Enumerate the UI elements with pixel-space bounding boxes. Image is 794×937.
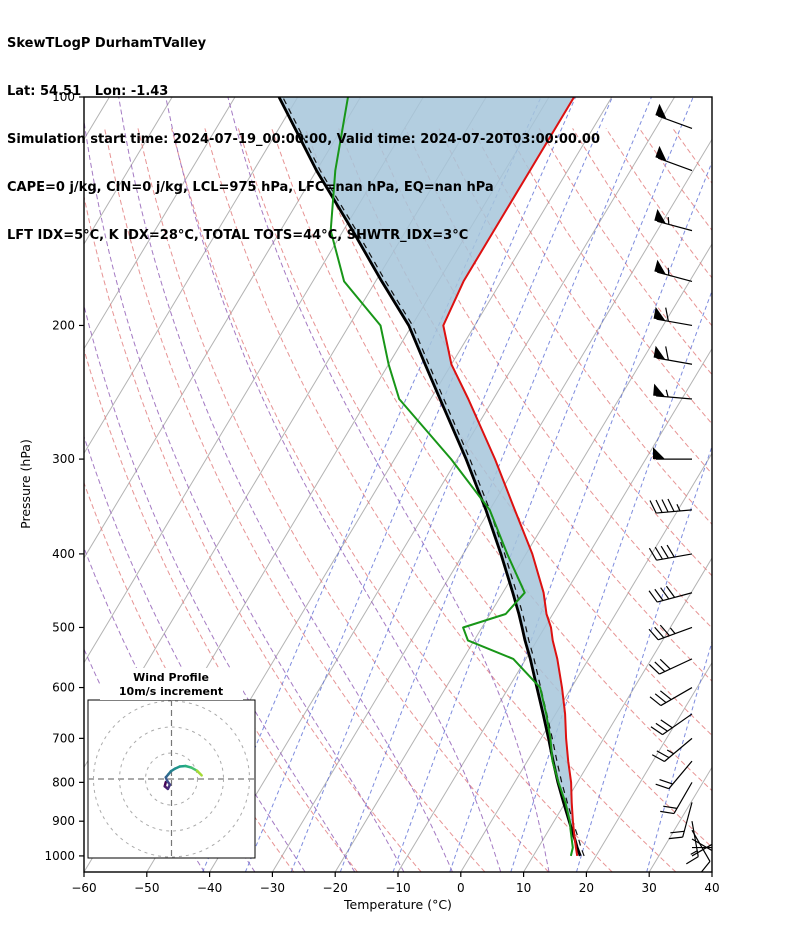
x-tick-label: 40: [704, 881, 719, 895]
wind-barb: [648, 544, 693, 561]
wind-barb: [648, 658, 693, 675]
wind-barb: [692, 846, 712, 849]
axes: −60 −50 −40 −30 −20 −10 0 10 20 30 40 100 200 300 400 5…: [44, 90, 719, 895]
wind-barb: [649, 687, 693, 707]
wind-barb: [660, 782, 693, 815]
wind-barb: [655, 145, 693, 172]
mixing-ratio-lines: [202, 97, 712, 872]
chart-title: SkewTLogP DurhamTValley: [7, 36, 207, 51]
y-tick-label: 800: [52, 775, 75, 789]
y-tick-label: 200: [52, 318, 75, 332]
wind-barb: [653, 383, 693, 400]
x-tick-label: −60: [71, 881, 96, 895]
skewt-background-lines: [84, 97, 712, 872]
x-tick-label: 10: [516, 881, 531, 895]
x-tick-label: −40: [197, 881, 222, 895]
wind-barb: [655, 103, 693, 129]
wind-barb: [653, 345, 693, 365]
hodograph-subtitle: 10m/s increment: [119, 685, 223, 698]
wind-barb: [648, 585, 693, 603]
wind-barb: [653, 306, 693, 327]
y-tick-label: 100: [52, 90, 75, 104]
dewpoint-curve: [329, 97, 574, 857]
sounding-curves: [277, 97, 585, 857]
wind-barb: [654, 208, 693, 232]
x-tick-label: −30: [260, 881, 285, 895]
wind-barb: [651, 737, 693, 763]
wind-barb-column: [648, 103, 712, 872]
x-tick-label: 30: [642, 881, 657, 895]
wind-barb: [654, 259, 693, 283]
hodograph-title-bg: [100, 668, 243, 700]
wind-barb: [650, 713, 693, 736]
wind-barb: [686, 821, 699, 865]
wind-barb: [668, 802, 693, 840]
y-tick-label: 700: [52, 731, 75, 745]
x-tick-label: −50: [134, 881, 159, 895]
x-tick-label: −10: [385, 881, 410, 895]
chart-indices-1: CAPE=0 j/kg, CIN=0 j/kg, LCL=975 hPa, LF…: [7, 180, 494, 195]
y-tick-label: 400: [52, 547, 75, 561]
y-tick-label: 300: [52, 452, 75, 466]
wind-barb: [653, 447, 692, 460]
y-tick-label: 500: [52, 620, 75, 634]
y-axis-title: Pressure (hPa): [18, 439, 33, 529]
x-tick-label: 0: [457, 881, 465, 895]
wind-barb: [655, 760, 693, 790]
y-tick-label: 900: [52, 814, 75, 828]
hodograph-ring: [93, 700, 250, 858]
wind-barb: [649, 498, 693, 514]
hodograph-ring: [119, 726, 224, 832]
chart-header: SkewTLogP DurhamTValley Lat: 54.51 Lon: …: [7, 4, 600, 276]
chart-times: Simulation start time: 2024-07-19_00:00:…: [7, 132, 600, 147]
parcel-dashed-curve: [282, 97, 585, 857]
hodograph-title: Wind Profile: [133, 671, 209, 684]
hodograph-trace-segment: [195, 769, 203, 777]
hodograph-ring: [145, 752, 198, 806]
hodograph-inset: [87, 699, 256, 859]
wind-barb: [648, 624, 693, 641]
chart-indices-2: LFT IDX=5°C, K IDX=28°C, TOTAL TOTS=44°C…: [7, 228, 469, 243]
y-tick-label: 1000: [44, 849, 75, 863]
chart-latlon: Lat: 54.51 Lon: -1.43: [7, 84, 169, 99]
x-tick-label: 20: [579, 881, 594, 895]
x-tick-label: −20: [323, 881, 348, 895]
x-axis-title: Temperature (°C): [343, 897, 452, 912]
y-tick-label: 600: [52, 681, 75, 695]
parcel-environment-shading: [279, 97, 581, 856]
temperature-curve: [442, 97, 579, 857]
wind-barb: [691, 838, 712, 852]
